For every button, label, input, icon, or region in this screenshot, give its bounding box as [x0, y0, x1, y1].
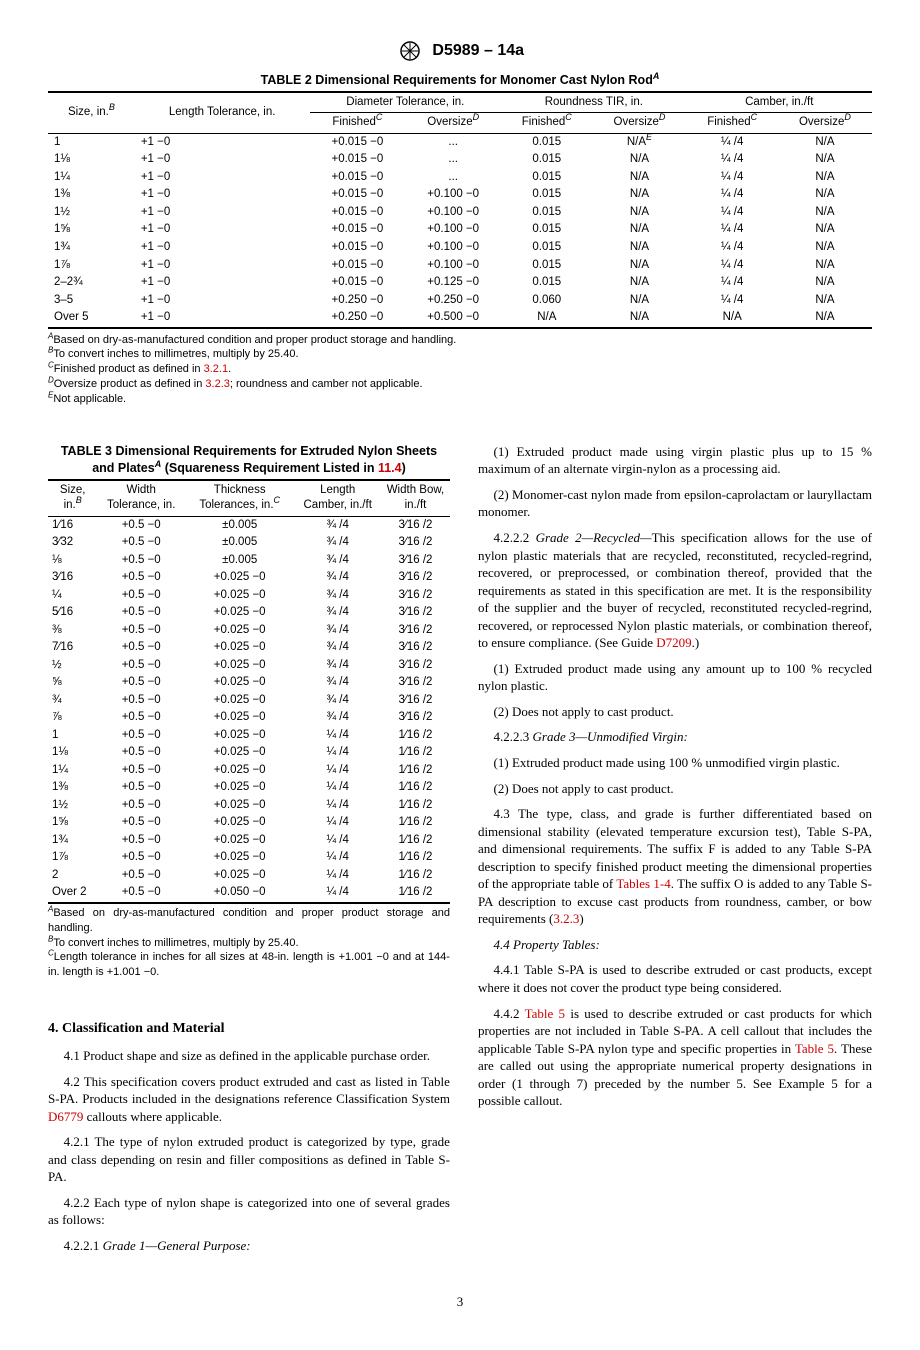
para-4-4-2: 4.4.2 Table 5 is used to describe extrud…: [478, 1005, 872, 1110]
page-header: D5989 – 14a: [48, 40, 872, 62]
table-row: 1⅝+1 −0+0.015 −0+0.100 −00.015N/A¼ /4N/A: [48, 221, 872, 239]
table-row: 1⅛+0.5 −0+0.025 −0¼ /41⁄16 /2: [48, 744, 450, 762]
para-4-2: 4.2 This specification covers product ex…: [48, 1073, 450, 1126]
para-r2: (2) Monomer-cast nylon made from epsilon…: [478, 486, 872, 521]
para-4-2-2-1: 4.2.2.1 Grade 1—General Purpose:: [48, 1237, 450, 1255]
para-4-2-2: 4.2.2 Each type of nylon shape is catego…: [48, 1194, 450, 1229]
table-row: ⅜+0.5 −0+0.025 −0¾ /43⁄16 /2: [48, 622, 450, 640]
link-d7209[interactable]: D7209: [656, 635, 691, 650]
astm-logo-icon: [396, 40, 424, 62]
table-row: 1⁄16+0.5 −0±0.005¾ /43⁄16 /2: [48, 516, 450, 534]
table2-title: TABLE 2 Dimensional Requirements for Mon…: [48, 72, 872, 89]
link-323b[interactable]: 3.2.3: [553, 911, 579, 926]
link-tables14[interactable]: Tables 1-4: [616, 876, 670, 891]
para-4-2-1: 4.2.1 The type of nylon extruded product…: [48, 1133, 450, 1186]
link-table5a[interactable]: Table 5: [525, 1006, 565, 1021]
table-row: 1¼+1 −0+0.015 −0...0.015N/A¼ /4N/A: [48, 169, 872, 187]
section-4-heading: 4. Classification and Material: [48, 1020, 450, 1039]
para-4-1: 4.1 Product shape and size as defined in…: [48, 1047, 450, 1065]
table-row: 1+1 −0+0.015 −0...0.015N/AE¼ /4N/A: [48, 133, 872, 151]
para-4-2-2-2: 4.2.2.2 Grade 2—Recycled—This specificat…: [478, 529, 872, 652]
table-row: 1⅝+0.5 −0+0.025 −0¼ /41⁄16 /2: [48, 814, 450, 832]
table-row: 1¼+0.5 −0+0.025 −0¼ /41⁄16 /2: [48, 762, 450, 780]
table-row: 1⅞+0.5 −0+0.025 −0¼ /41⁄16 /2: [48, 849, 450, 867]
page-number: 3: [48, 1293, 872, 1311]
para-r1: (1) Extruded product made using virgin p…: [478, 443, 872, 478]
link-d6779[interactable]: D6779: [48, 1109, 83, 1124]
table-row: ⅛+0.5 −0±0.005¾ /43⁄16 /2: [48, 552, 450, 570]
table-row: ¾+0.5 −0+0.025 −0¾ /43⁄16 /2: [48, 692, 450, 710]
table-row: Over 5+1 −0+0.250 −0+0.500 −0N/AN/AN/AN/…: [48, 309, 872, 328]
table-row: 1+0.5 −0+0.025 −0¼ /41⁄16 /2: [48, 727, 450, 745]
table2: Size, in.B Length Tolerance, in. Diamete…: [48, 91, 872, 329]
para-r6: (2) Does not apply to cast product.: [478, 780, 872, 798]
header-text: D5989 – 14a: [432, 42, 524, 59]
table-row: 1¾+0.5 −0+0.025 −0¼ /41⁄16 /2: [48, 832, 450, 850]
para-4-4: 4.4 Property Tables:: [478, 936, 872, 954]
table-row: ⅞+0.5 −0+0.025 −0¾ /43⁄16 /2: [48, 709, 450, 727]
link-321[interactable]: 3.2.1: [204, 363, 228, 375]
table3-title: TABLE 3 Dimensional Requirements for Ext…: [48, 443, 450, 477]
link-table5b[interactable]: Table 5: [795, 1041, 834, 1056]
para-4-3: 4.3 The type, class, and grade is furthe…: [478, 805, 872, 928]
table-row: 2–2¾+1 −0+0.015 −0+0.125 −00.015N/A¼ /4N…: [48, 274, 872, 292]
table-row: 3⁄32+0.5 −0±0.005¾ /43⁄16 /2: [48, 534, 450, 552]
link-323[interactable]: 3.2.3: [205, 378, 229, 390]
table-row: 5⁄16+0.5 −0+0.025 −0¾ /43⁄16 /2: [48, 604, 450, 622]
table-row: 1⅞+1 −0+0.015 −0+0.100 −00.015N/A¼ /4N/A: [48, 257, 872, 275]
table-row: ⅝+0.5 −0+0.025 −0¾ /43⁄16 /2: [48, 674, 450, 692]
table-row: 3⁄16+0.5 −0+0.025 −0¾ /43⁄16 /2: [48, 569, 450, 587]
table-row: 7⁄16+0.5 −0+0.025 −0¾ /43⁄16 /2: [48, 639, 450, 657]
table-row: 1¾+1 −0+0.015 −0+0.100 −00.015N/A¼ /4N/A: [48, 239, 872, 257]
table-row: 1⅜+0.5 −0+0.025 −0¼ /41⁄16 /2: [48, 779, 450, 797]
para-4-2-2-3: 4.2.2.3 Grade 3—Unmodified Virgin:: [478, 728, 872, 746]
table-row: 3–5+1 −0+0.250 −0+0.250 −00.060N/A¼ /4N/…: [48, 292, 872, 310]
table-row: 1½+0.5 −0+0.025 −0¼ /41⁄16 /2: [48, 797, 450, 815]
table-row: ½+0.5 −0+0.025 −0¾ /43⁄16 /2: [48, 657, 450, 675]
table3-footnotes: ABased on dry-as-manufactured condition …: [48, 906, 450, 980]
table2-footnotes: ABased on dry-as-manufactured condition …: [48, 333, 872, 407]
table-row: 1½+1 −0+0.015 −0+0.100 −00.015N/A¼ /4N/A: [48, 204, 872, 222]
para-r3: (1) Extruded product made using any amou…: [478, 660, 872, 695]
table-row: ¼+0.5 −0+0.025 −0¾ /43⁄16 /2: [48, 587, 450, 605]
table-row: 1⅜+1 −0+0.015 −0+0.100 −00.015N/A¼ /4N/A: [48, 186, 872, 204]
table-row: Over 2+0.5 −0+0.050 −0¼ /41⁄16 /2: [48, 884, 450, 903]
para-r4: (2) Does not apply to cast product.: [478, 703, 872, 721]
para-4-4-1: 4.4.1 Table S-PA is used to describe ext…: [478, 961, 872, 996]
table-row: 1⅛+1 −0+0.015 −0...0.015N/A¼ /4N/A: [48, 151, 872, 169]
table-row: 2+0.5 −0+0.025 −0¼ /41⁄16 /2: [48, 867, 450, 885]
link-114[interactable]: 11.4: [378, 461, 402, 475]
table3: Size, in.B Width Tolerance, in. Thicknes…: [48, 479, 450, 904]
para-r5: (1) Extruded product made using 100 % un…: [478, 754, 872, 772]
